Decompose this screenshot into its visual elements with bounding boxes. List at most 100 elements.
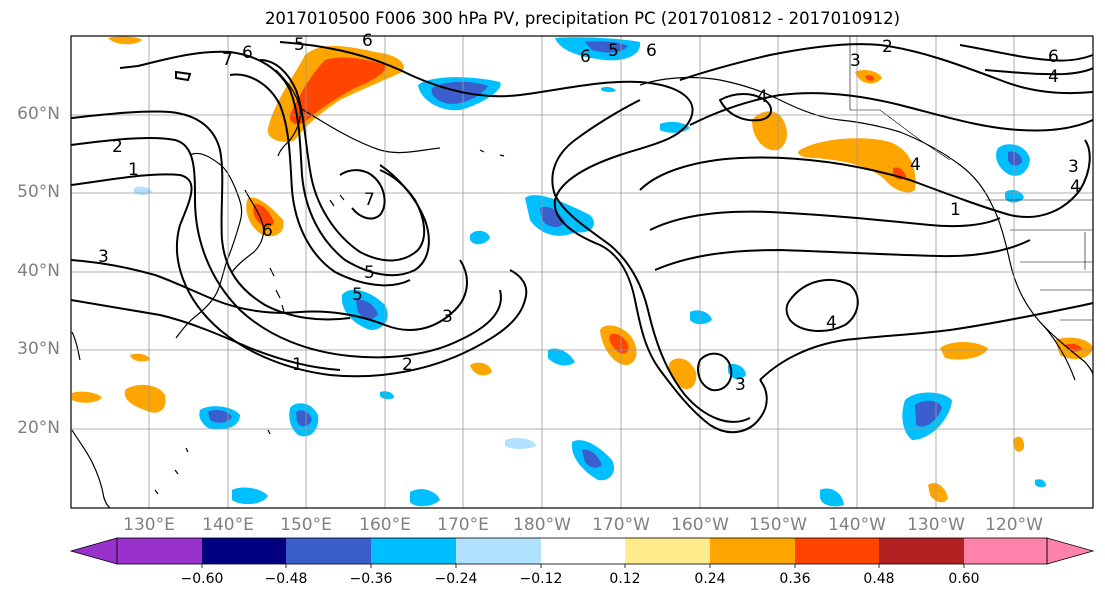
precip-negative-blob [380,391,394,400]
colorbar-tick-label: −0.36 [349,571,393,587]
colorbar-segment [625,538,710,564]
border-states [1010,229,1093,321]
precip-negative-core [915,400,942,427]
precip-positive-blob [124,384,166,413]
precip-negative-blob [820,488,844,507]
pv-contour-19 [959,44,1094,62]
precip-negative-blob [601,87,616,93]
precip-positive-core [865,75,875,81]
lon-label: 150°W [749,515,807,535]
contour-label: 1 [950,200,961,220]
lon-label: 130°E [123,515,175,535]
pv-contour-3 [70,259,468,331]
colorbar-segment [371,538,456,564]
contour-label: 3 [98,247,109,267]
contour-label: 4 [1048,67,1059,87]
pv-contour-10 [551,99,751,423]
colorbar-tick-label: −0.24 [434,571,478,587]
precip-positive-blob [940,342,988,360]
contour-label: 4 [910,155,921,175]
contour-label: 6 [1048,47,1059,67]
lon-label: 130°W [907,515,965,535]
pv-contour-11 [697,352,733,392]
pv-contour-16 [759,302,1094,381]
precip-positive-core [609,333,629,354]
pv-contours [70,41,1094,434]
precip-negative-core [356,299,378,320]
contour-label: 7 [364,190,375,210]
colorbar-segment [710,538,795,564]
contour-label: 6 [580,47,591,67]
precip-negative-blob [690,310,712,325]
colorbar-ticks [201,564,965,568]
contour-label: 5 [294,35,305,55]
colorbar-tick-label: 0.12 [609,571,641,587]
pv-contour-20 [984,67,1094,76]
lat-label-20n: 20°N [17,418,60,438]
colorbar [69,537,1095,568]
precip-positive-blob [1013,436,1025,452]
lon-label: 170°W [592,515,650,535]
pv-contour-15 [785,279,859,332]
pv-contour-23 [70,299,341,371]
lat-label-30n: 30°N [17,339,60,359]
colorbar-extend-low [69,537,118,565]
precip-negative-blob [410,489,440,507]
precip-negative-blob [728,364,746,380]
colorbar-segment [286,538,371,564]
lon-label: 160°W [671,515,729,535]
coastline-philippines [71,429,111,509]
contour-label: 3 [442,307,453,327]
precip-positive-blob [798,138,916,193]
contour-label: 4 [826,313,837,333]
contour-label: 6 [646,41,657,61]
colorbar-tick-label: −0.60 [180,571,224,587]
precip-positive-core [253,203,274,227]
lon-label: 180°W [513,515,571,535]
precip-positive-blob [72,391,102,403]
coastline-aleutians [299,107,505,207]
lat-label-50n: 50°N [17,182,60,202]
pv-contour-12 [639,139,1091,219]
contour-label: 5 [352,285,363,305]
precip-negative-core [582,449,602,468]
pv-contour-14 [654,239,1031,271]
pv-contour-18 [689,92,1094,132]
pv-contour-21 [718,93,772,122]
political-borders [849,36,1093,321]
lon-label: 150°E [280,515,332,535]
precip-positive-blob [470,362,492,376]
precip-positive-blob [108,36,142,45]
coastline-asia [175,152,243,339]
pv-contour-7 [259,59,426,262]
contour-label: 6 [362,31,373,51]
colorbar-tick-label: 0.24 [694,571,726,587]
contour-label: 3 [850,51,861,71]
contour-label: 1 [292,355,303,375]
pv-contour-5 [119,50,430,277]
colorbar-segment [456,538,541,564]
map-frame [70,35,1094,509]
colorbar-segment [202,538,286,564]
pv-contour-17 [679,43,1094,95]
colorbar-segment [795,538,879,564]
lat-label-60n: 60°N [17,104,60,124]
contour-label: 6 [262,221,273,241]
coastline-baja [1039,321,1076,381]
precip-negative-core [1008,151,1022,166]
map-title: 2017010500 F006 300 hPa PV, precipitatio… [264,9,901,28]
pv-contour-8 [339,169,386,220]
contour-label: 2 [882,37,893,57]
coastline-north-america [991,204,1094,376]
coastline-taiwan [71,331,81,361]
lon-label: 140°E [202,515,254,535]
lon-label: 140°W [828,515,886,535]
precip-negative-core [540,206,565,228]
colorbar-tick-label: −0.12 [519,571,563,587]
lon-label: 160°E [359,515,411,535]
contour-label: 3 [1068,157,1079,177]
border-alaska-canada [849,36,951,161]
gridlines [71,36,1093,508]
colorbar-tick-label: 0.60 [948,571,980,587]
